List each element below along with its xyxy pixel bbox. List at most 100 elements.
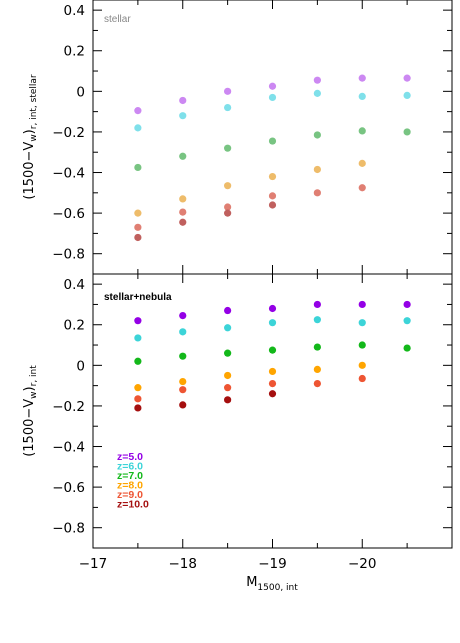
data-point (268, 319, 277, 327)
data-point (358, 300, 366, 309)
legend-entry: z=10.0 (117, 499, 149, 511)
panel-label-stellar: stellar (104, 14, 131, 25)
data-point (358, 92, 366, 101)
data-point (134, 107, 142, 115)
data-point (224, 87, 232, 95)
y-tick-label: −0.4 (52, 440, 85, 456)
data-point (224, 306, 232, 315)
data-point (268, 304, 277, 313)
data-point (313, 189, 321, 197)
y-tick-label: 0 (76, 358, 85, 374)
data-point (358, 159, 366, 167)
panel-stellar-nebula: 0.4 0.2 0 −0.2 −0.4 −0.6 −0.8 −17 −18 −19 −20 z=5… (22, 273, 453, 593)
data-point (403, 344, 411, 352)
x-tick-label: −18 (169, 556, 198, 572)
data-point (134, 357, 142, 365)
data-point (268, 201, 277, 209)
data-point (358, 374, 366, 383)
panel-label-stellar-nebula: stellar+nebula (104, 292, 172, 303)
data-point (403, 300, 411, 309)
data-point (358, 361, 366, 369)
data-point (134, 404, 142, 412)
legend: z=5.0z=6.0z=7.0z=8.0z=9.0z=10.0 (117, 451, 149, 511)
y-tick-label: −0.8 (52, 521, 85, 537)
data-point (313, 365, 321, 373)
y-tick-labels-top: 0.4 0.2 0 −0.2 −0.4 −0.6 −0.8 (52, 3, 85, 263)
data-point (268, 380, 277, 388)
data-point (224, 144, 232, 152)
data-point (224, 182, 232, 190)
data-point (134, 334, 142, 342)
data-point (179, 386, 187, 394)
data-point (313, 89, 321, 97)
data-point (358, 127, 366, 135)
data-point (179, 112, 187, 120)
data-point (179, 152, 187, 160)
y-tick-label: −0.4 (52, 166, 85, 182)
data-point (134, 209, 142, 217)
legend-entry: z=5.0 (117, 451, 143, 463)
data-point (313, 316, 321, 324)
y-tick-label: 0.2 (64, 318, 85, 334)
y-tick-label: −0.6 (52, 480, 85, 496)
y-axis-title-bottom: (1500−Vw)r, int (22, 365, 39, 457)
data-point (268, 346, 277, 354)
plot-frame-top (92, 0, 453, 275)
points-top (134, 74, 411, 242)
x-axis-title: M1500, int (246, 575, 298, 593)
y-tick-label: 0.2 (64, 44, 85, 60)
data-point (313, 343, 321, 351)
data-point (134, 163, 142, 172)
data-point (268, 93, 277, 102)
y-tick-label: −0.2 (52, 125, 85, 141)
data-point (403, 91, 411, 99)
data-point (134, 124, 142, 132)
data-point (224, 349, 232, 357)
data-point (134, 395, 142, 403)
data-point (358, 341, 366, 349)
data-point (403, 128, 411, 136)
x-tick-label: −20 (348, 556, 377, 572)
data-point (134, 233, 142, 242)
legend-entry: z=7.0 (117, 470, 143, 482)
data-point (224, 203, 232, 211)
data-point (358, 184, 366, 192)
legend-entry: z=8.0 (117, 480, 143, 492)
data-point (179, 352, 187, 360)
data-point (403, 317, 411, 325)
data-point (179, 96, 187, 105)
data-point (268, 137, 277, 145)
data-point (224, 384, 232, 392)
ticks-bottom (92, 274, 453, 548)
y-axis-title-top: (1500−Vw)r, int, stellar (22, 74, 39, 200)
data-point (179, 401, 187, 409)
data-point (224, 324, 232, 332)
data-point (268, 390, 277, 398)
y-tick-label: 0.4 (64, 277, 85, 293)
y-tick-label: −0.8 (52, 247, 85, 263)
y-tick-labels-bottom: 0.4 0.2 0 −0.2 −0.4 −0.6 −0.8 (52, 277, 85, 537)
y-tick-label: 0.4 (64, 3, 85, 19)
y-tick-label: −0.2 (52, 399, 85, 415)
data-point (358, 319, 366, 327)
data-point (179, 195, 187, 203)
data-point (134, 384, 142, 392)
data-point (268, 82, 277, 90)
data-point (134, 317, 142, 325)
panel-stellar: 0.4 0.2 0 −0.2 −0.4 −0.6 −0.8 stellar (1500−Vw… (22, 0, 453, 275)
data-point (313, 300, 321, 309)
legend-entry: z=9.0 (117, 489, 143, 501)
data-point (134, 223, 142, 231)
points-bottom (134, 300, 411, 412)
y-tick-label: −0.6 (52, 206, 85, 222)
data-point (179, 208, 187, 216)
data-point (313, 131, 321, 139)
y-tick-label: 0 (76, 84, 85, 100)
data-point (224, 396, 232, 404)
legend-entry: z=6.0 (117, 461, 143, 473)
ticks-top (92, 0, 453, 274)
x-tick-label: −17 (79, 556, 108, 572)
data-point (179, 328, 187, 336)
data-point (268, 172, 277, 181)
